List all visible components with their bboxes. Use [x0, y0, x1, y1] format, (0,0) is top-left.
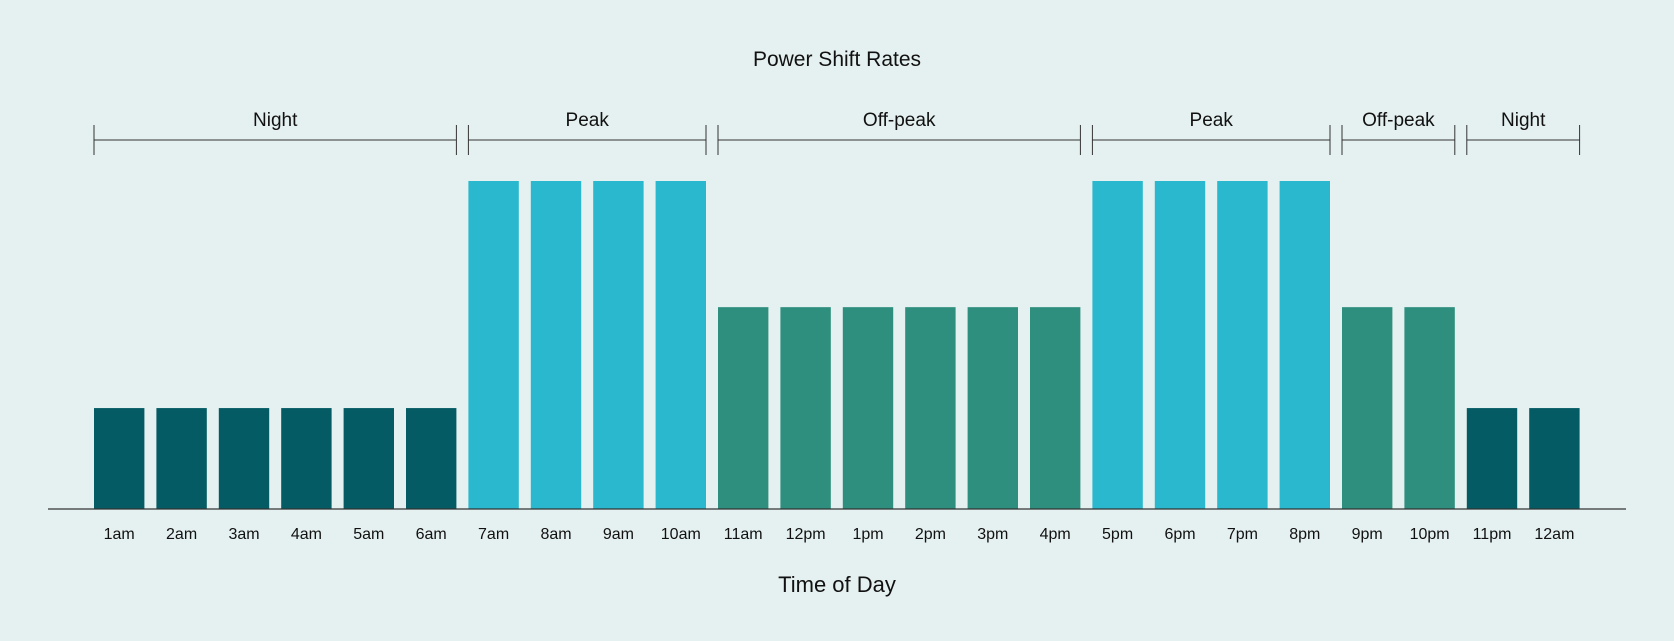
- x-tick-label: 12am: [1534, 526, 1574, 543]
- bar-7am: [468, 181, 519, 509]
- bar-8pm: [1279, 181, 1330, 509]
- bar-9pm: [1342, 307, 1393, 509]
- period-bracket-3: Peak: [1091, 110, 1331, 155]
- period-label: Night: [1501, 110, 1546, 131]
- x-tick-label: 3am: [228, 526, 259, 543]
- period-brackets: Night Peak Off-peak Peak Off-peak Night: [93, 110, 1581, 155]
- period-bracket-1: Peak: [467, 110, 707, 155]
- bars: [94, 181, 1580, 509]
- bar-1am: [94, 408, 145, 509]
- x-tick-label: 7am: [478, 526, 509, 543]
- period-bracket-2: Off-peak: [717, 110, 1081, 155]
- x-tick-label: 2pm: [915, 526, 946, 543]
- x-tick-label: 9pm: [1352, 526, 1383, 543]
- bar-2pm: [905, 307, 956, 509]
- bar-3am: [218, 408, 270, 509]
- x-tick-label: 4pm: [1040, 526, 1071, 543]
- period-bracket-5: Night: [1466, 110, 1581, 155]
- bar-1pm: [842, 307, 894, 509]
- bar-12pm: [780, 307, 831, 509]
- x-tick-label: 11am: [724, 526, 763, 543]
- x-tick-label: 8am: [540, 526, 571, 543]
- bar-5am: [343, 408, 394, 509]
- x-tick-label: 1am: [104, 526, 135, 543]
- bar-10am: [655, 181, 706, 509]
- bar-9am: [593, 181, 644, 509]
- bar-10pm: [1404, 307, 1455, 509]
- x-tick-labels: 1am 2am 3am 4am 5am 6am 7am 8am 9am 10am 11am 12pm 1…: [104, 526, 1575, 543]
- x-tick-label: 6am: [416, 526, 447, 543]
- x-tick-label: 5pm: [1102, 526, 1133, 543]
- period-label: Off-peak: [863, 110, 936, 131]
- x-tick-label: 12pm: [786, 526, 826, 543]
- x-tick-label: 5am: [353, 526, 384, 543]
- bar-6am: [406, 408, 457, 509]
- x-tick-label: 10pm: [1410, 526, 1450, 543]
- bar-2am: [156, 408, 207, 509]
- bar-8am: [530, 181, 582, 509]
- x-tick-label: 8pm: [1289, 526, 1320, 543]
- bar-12am: [1529, 408, 1580, 509]
- x-tick-label: 3pm: [977, 526, 1008, 543]
- x-tick-label: 1pm: [852, 526, 883, 543]
- period-label: Peak: [1190, 110, 1234, 131]
- bar-4pm: [1030, 307, 1081, 509]
- bar-11am: [718, 307, 769, 509]
- x-tick-label: 2am: [166, 526, 197, 543]
- bar-11pm: [1466, 408, 1518, 509]
- x-tick-label: 10am: [661, 526, 701, 543]
- period-label: Off-peak: [1362, 110, 1435, 131]
- period-bracket-4: Off-peak: [1341, 110, 1456, 155]
- x-tick-label: 9am: [603, 526, 634, 543]
- bar-6pm: [1154, 181, 1206, 509]
- bar-7pm: [1217, 181, 1268, 509]
- bar-5pm: [1092, 181, 1143, 509]
- chart-title: Power Shift Rates: [753, 48, 921, 71]
- x-axis-title: Time of Day: [778, 572, 896, 597]
- period-label: Peak: [566, 110, 610, 131]
- x-tick-label: 6pm: [1164, 526, 1195, 543]
- bar-4am: [281, 408, 332, 509]
- x-tick-label: 7pm: [1227, 526, 1258, 543]
- period-label: Night: [253, 110, 298, 131]
- x-tick-label: 4am: [291, 526, 322, 543]
- x-tick-label: 11pm: [1473, 526, 1512, 543]
- period-bracket-0: Night: [93, 110, 457, 155]
- bar-3pm: [967, 307, 1018, 509]
